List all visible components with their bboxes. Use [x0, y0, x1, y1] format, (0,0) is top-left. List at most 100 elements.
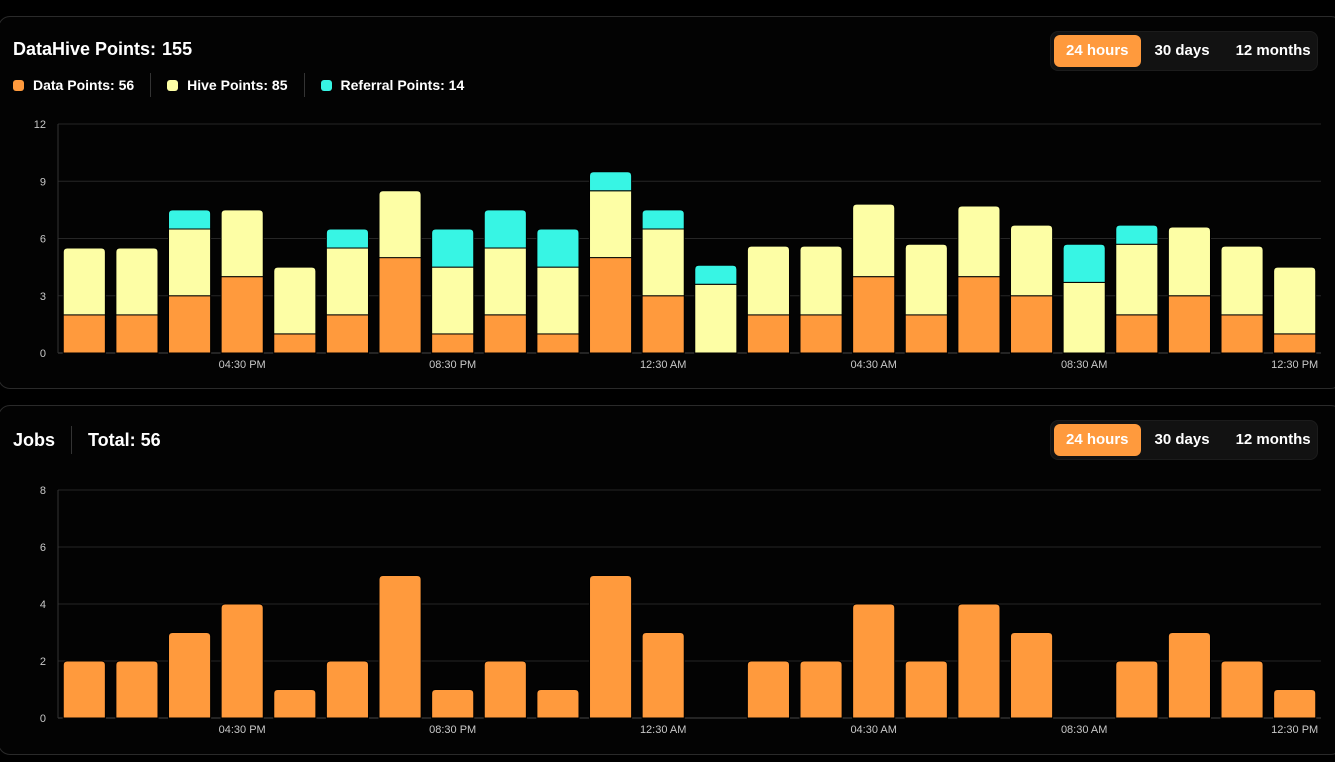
range-24-hours-button[interactable]: 24 hours: [1054, 424, 1141, 456]
jobs-bar[interactable]: [431, 689, 475, 719]
referral-points-bar[interactable]: [431, 228, 475, 268]
jobs-bar[interactable]: [273, 689, 317, 719]
hive-points-bar[interactable]: [589, 190, 633, 259]
jobs-title: Jobs: [13, 429, 56, 450]
data-points-bar[interactable]: [1010, 295, 1054, 354]
hive-points-bar[interactable]: [1273, 266, 1317, 335]
data-points-bar[interactable]: [641, 295, 685, 354]
jobs-bar[interactable]: [536, 689, 580, 719]
jobs-bar[interactable]: [641, 632, 685, 719]
data-points-bar[interactable]: [220, 276, 264, 354]
hive-points-bar[interactable]: [168, 228, 212, 297]
hive-points-bar[interactable]: [115, 247, 159, 316]
referral-points-bar[interactable]: [1115, 224, 1159, 245]
data-points-bar[interactable]: [483, 314, 527, 354]
hive-points-bar[interactable]: [746, 245, 790, 316]
hive-points-bar[interactable]: [799, 245, 843, 316]
referral-points-bar[interactable]: [694, 264, 738, 285]
y-tick-label: 3: [40, 291, 46, 303]
data-points-bar[interactable]: [1167, 295, 1211, 354]
jobs-bar[interactable]: [957, 603, 1001, 719]
points-total: 155: [162, 39, 193, 59]
hive-points-bar[interactable]: [536, 266, 580, 335]
data-points-bar[interactable]: [62, 314, 106, 354]
jobs-bar[interactable]: [378, 575, 422, 719]
referral-points-bar[interactable]: [168, 209, 212, 230]
y-tick-label: 12: [34, 119, 46, 131]
jobs-bar[interactable]: [1115, 660, 1159, 719]
x-tick-label: 04:30 AM: [850, 724, 896, 736]
hive-points-bar[interactable]: [1167, 226, 1211, 297]
referral-points-bar[interactable]: [483, 209, 527, 249]
jobs-bar[interactable]: [852, 603, 896, 719]
data-points-bar[interactable]: [746, 314, 790, 354]
hive-points-bar[interactable]: [483, 247, 527, 316]
hive-points-bar[interactable]: [957, 205, 1001, 278]
jobs-bar[interactable]: [589, 575, 633, 719]
jobs-bar[interactable]: [168, 632, 212, 719]
hive-points-bar[interactable]: [1062, 281, 1106, 354]
jobs-bar[interactable]: [115, 660, 159, 719]
hive-points-bar[interactable]: [1115, 243, 1159, 316]
jobs-bar[interactable]: [220, 603, 264, 719]
data-points-bar[interactable]: [1220, 314, 1264, 354]
jobs-bar[interactable]: [483, 660, 527, 719]
jobs-bar-chart: 0 2 4 6 8 04:30 PM 08:30 PM 12:30 AM 04:30 AM 08:…: [40, 485, 1321, 736]
jobs-bar[interactable]: [799, 660, 843, 719]
points-legend: Data Points: 56 Hive Points: 85 Referral…: [13, 73, 464, 97]
data-points-bar[interactable]: [589, 257, 633, 354]
data-points-bar[interactable]: [431, 333, 475, 354]
points-title: DataHive Points: 155: [13, 39, 192, 60]
data-points-bar[interactable]: [325, 314, 369, 354]
hive-points-bar[interactable]: [378, 190, 422, 259]
referral-points-bar[interactable]: [641, 209, 685, 230]
y-tick-label: 8: [40, 485, 46, 497]
data-points-bar[interactable]: [1273, 333, 1317, 354]
range-12-months-button[interactable]: 12 months: [1235, 42, 1311, 59]
hive-points-bar[interactable]: [1220, 245, 1264, 316]
data-points-bar[interactable]: [273, 333, 317, 354]
hive-points-bar[interactable]: [273, 266, 317, 335]
jobs-bar[interactable]: [746, 660, 790, 719]
jobs-bar[interactable]: [1273, 689, 1317, 719]
range-30-days-button[interactable]: 30 days: [1154, 42, 1210, 59]
x-tick-label: 12:30 AM: [640, 724, 686, 736]
hive-points-bar[interactable]: [431, 266, 475, 335]
data-points-bar[interactable]: [115, 314, 159, 354]
legend-divider: [303, 73, 305, 97]
jobs-bar[interactable]: [1010, 632, 1054, 719]
referral-points-bar[interactable]: [589, 171, 633, 192]
jobs-bar[interactable]: [325, 660, 369, 719]
hive-points-bar[interactable]: [641, 228, 685, 297]
data-points-bar[interactable]: [536, 333, 580, 354]
jobs-bar[interactable]: [904, 660, 948, 719]
jobs-bar[interactable]: [1220, 660, 1264, 719]
jobs-bar[interactable]: [1167, 632, 1211, 719]
hive-points-bar[interactable]: [62, 247, 106, 316]
hive-points-bar[interactable]: [694, 283, 738, 354]
legend-hive-points: Hive Points: 85: [167, 77, 288, 93]
x-tick-label: 04:30 PM: [219, 359, 266, 371]
range-30-days-button[interactable]: 30 days: [1154, 431, 1210, 448]
x-tick-label: 08:30 AM: [1061, 724, 1107, 736]
data-points-bar[interactable]: [957, 276, 1001, 354]
data-points-bar[interactable]: [904, 314, 948, 354]
hive-points-bar[interactable]: [852, 203, 896, 278]
data-points-bar[interactable]: [1115, 314, 1159, 354]
hive-points-bar[interactable]: [325, 247, 369, 316]
data-points-bar[interactable]: [168, 295, 212, 354]
range-12-months-button[interactable]: 12 months: [1235, 431, 1311, 448]
referral-points-bar[interactable]: [1062, 243, 1106, 283]
range-24-hours-button[interactable]: 24 hours: [1054, 35, 1141, 67]
hive-points-bar[interactable]: [220, 209, 264, 278]
y-tick-label: 2: [40, 656, 46, 668]
data-points-bar[interactable]: [799, 314, 843, 354]
referral-points-bar[interactable]: [536, 228, 580, 268]
data-points-bar[interactable]: [852, 276, 896, 354]
x-tick-label: 08:30 AM: [1061, 359, 1107, 371]
jobs-bar[interactable]: [62, 660, 106, 719]
referral-points-bar[interactable]: [325, 228, 369, 249]
hive-points-bar[interactable]: [1010, 224, 1054, 297]
hive-points-bar[interactable]: [904, 243, 948, 316]
data-points-bar[interactable]: [378, 257, 422, 354]
